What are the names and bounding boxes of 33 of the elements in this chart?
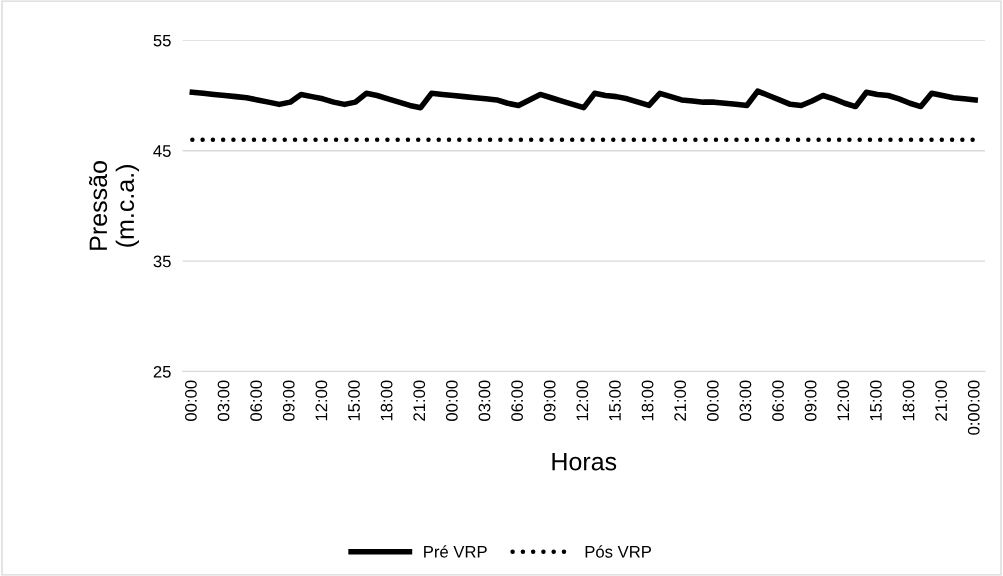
- legend-label: Pós VRP: [585, 545, 652, 558]
- x-tick-label: 15:00: [348, 380, 360, 421]
- x-tick-label: 06:00: [772, 380, 784, 421]
- x-tick-label: 15:00: [609, 380, 621, 421]
- x-tick-label: 09:00: [282, 380, 295, 421]
- y-tick-label: 45: [153, 145, 171, 157]
- x-tick-label: 09:00: [543, 380, 556, 421]
- x-tick-label: 12:00: [576, 380, 589, 421]
- y-tick-label: 55: [153, 34, 171, 47]
- y-tick-label: 35: [153, 255, 171, 268]
- x-tick-label: 15:00: [869, 380, 882, 421]
- x-tick-label: 18:00: [380, 380, 393, 421]
- y-axis-title: Pressão (m.c.a.): [88, 161, 139, 250]
- x-axis-title: Horas: [552, 453, 617, 471]
- x-tick-label: 03:00: [478, 380, 491, 421]
- x-tick-label: 09:00: [804, 380, 817, 421]
- x-tick-label: 03:00: [217, 380, 230, 421]
- x-tick-label: 00:00: [706, 380, 719, 421]
- x-tick-label: 12:00: [315, 380, 328, 421]
- x-tick-label: 00:00: [185, 380, 197, 421]
- x-tick-label: 21:00: [413, 380, 426, 421]
- x-tick-label: 12:00: [837, 380, 850, 421]
- x-tick-label: 06:00: [250, 380, 263, 421]
- x-tick-label: 21:00: [935, 380, 948, 421]
- x-tick-label: 03:00: [739, 380, 752, 421]
- legend-label: Pré VRP: [424, 545, 487, 558]
- x-tick-label: 18:00: [641, 380, 654, 421]
- x-tick-label: 00:00: [445, 380, 458, 421]
- y-tick-label: 25: [153, 365, 171, 378]
- x-tick-label: 18:00: [902, 380, 915, 421]
- x-tick-label: 21:00: [674, 380, 687, 421]
- x-tick-label: 06:00: [511, 380, 523, 421]
- x-tick-label: 0:00:00: [967, 380, 980, 435]
